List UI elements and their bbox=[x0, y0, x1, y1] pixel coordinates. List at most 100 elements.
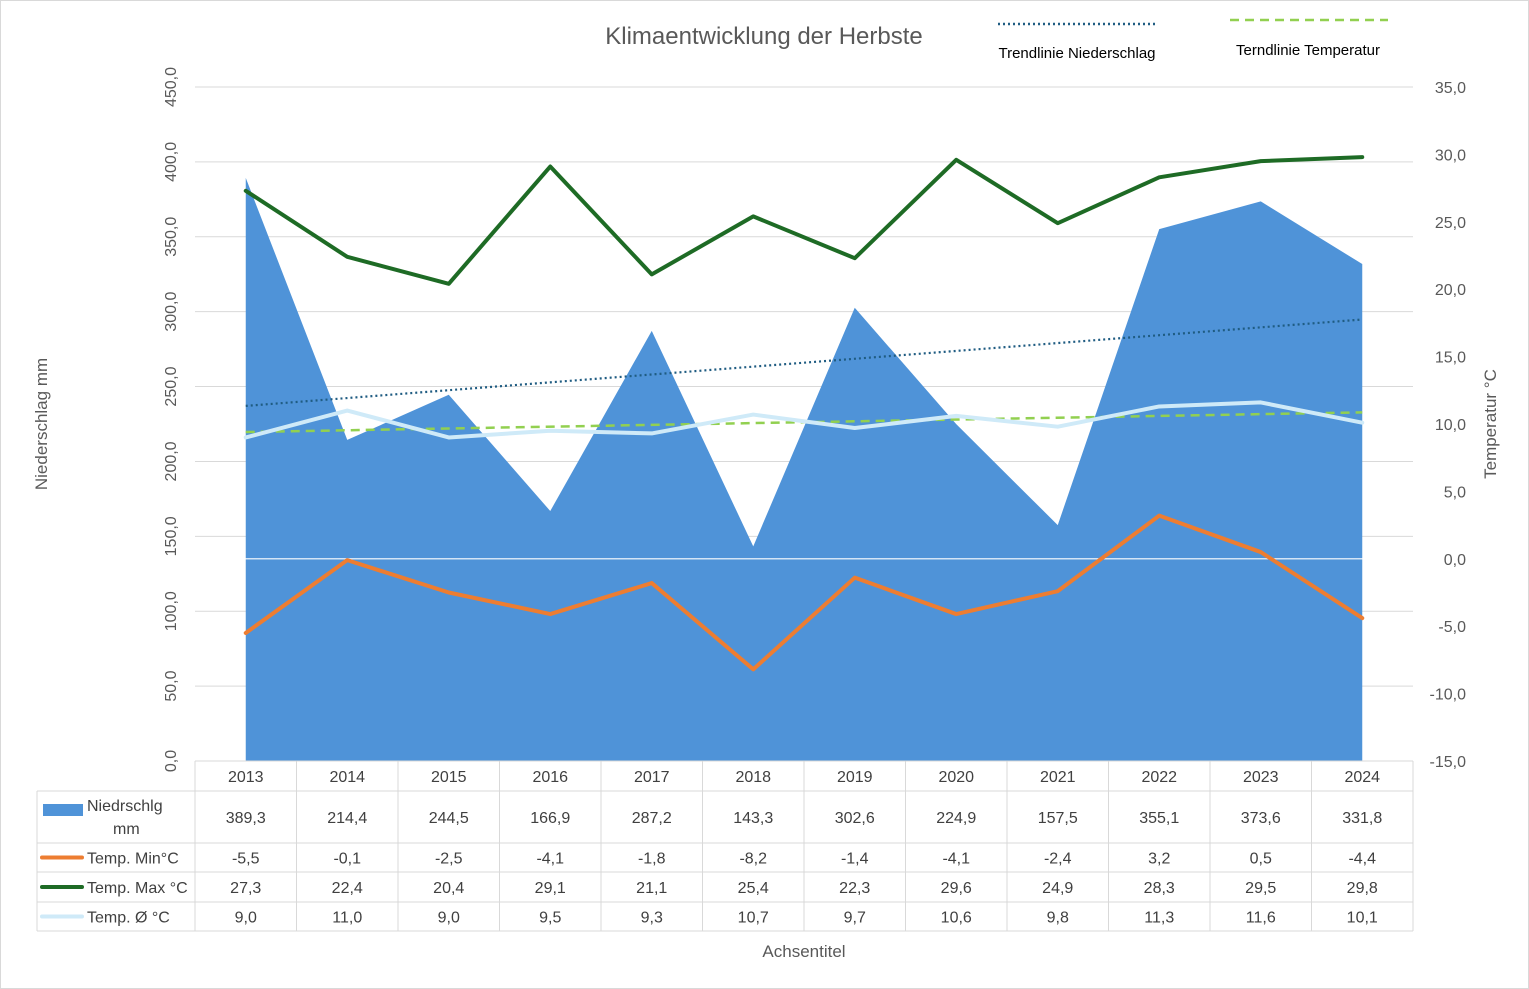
data-label: -5,5 bbox=[232, 851, 260, 868]
data-label: 389,3 bbox=[226, 810, 266, 827]
x-tick-label: 2017 bbox=[634, 769, 670, 786]
data-label: -2,5 bbox=[435, 851, 463, 868]
x-tick-label: 2013 bbox=[228, 769, 264, 786]
x-axis-title: Achsentitel bbox=[762, 942, 845, 961]
line-series-2 bbox=[243, 155, 1365, 286]
legend-label: Terndlinie Temperatur bbox=[1236, 42, 1380, 59]
x-tick-label: 2018 bbox=[735, 769, 771, 786]
data-label: 29,5 bbox=[1245, 880, 1276, 897]
y2-tick-label: -5,0 bbox=[1438, 619, 1466, 636]
x-tick-label: 2023 bbox=[1243, 769, 1279, 786]
data-label: -1,4 bbox=[841, 851, 869, 868]
series-name-part: mm bbox=[113, 821, 140, 838]
data-label: 21,1 bbox=[636, 880, 667, 897]
data-label: 27,3 bbox=[230, 880, 261, 897]
data-label: 24,9 bbox=[1042, 880, 1073, 897]
data-label: 302,6 bbox=[835, 810, 875, 827]
x-tick-label: 2021 bbox=[1040, 769, 1076, 786]
data-label: 0,5 bbox=[1250, 851, 1272, 868]
precipitation-area bbox=[245, 177, 1363, 762]
y-tick-label: 400,0 bbox=[163, 142, 180, 182]
data-label: 29,6 bbox=[941, 880, 972, 897]
x-tick-label: 2020 bbox=[938, 769, 974, 786]
data-label: 287,2 bbox=[632, 810, 672, 827]
line-series-1 bbox=[243, 513, 1365, 672]
data-label: -1,8 bbox=[638, 851, 666, 868]
series-name-part: Niedrschlg bbox=[87, 798, 163, 815]
y-tick-label: 150,0 bbox=[163, 516, 180, 556]
data-label: 22,3 bbox=[839, 880, 870, 897]
data-label: 11,0 bbox=[332, 910, 362, 927]
data-label: 9,0 bbox=[235, 910, 257, 927]
data-label: 143,3 bbox=[733, 810, 773, 827]
y2-tick-label: -10,0 bbox=[1430, 687, 1467, 704]
legend-key-area bbox=[43, 804, 83, 816]
data-label: 10,7 bbox=[738, 910, 769, 927]
y2-tick-label: 35,0 bbox=[1435, 80, 1466, 97]
data-label: 29,1 bbox=[535, 880, 566, 897]
data-label: 10,6 bbox=[941, 910, 972, 927]
data-label: 9,7 bbox=[844, 910, 866, 927]
data-label: -2,4 bbox=[1044, 851, 1072, 868]
area-series-niederschlag bbox=[245, 177, 1363, 762]
data-label: 9,5 bbox=[539, 910, 561, 927]
data-label: 22,4 bbox=[332, 880, 363, 897]
y-tick-label: 0,0 bbox=[163, 750, 180, 772]
y-tick-label: 300,0 bbox=[163, 292, 180, 332]
y2-tick-label: 20,0 bbox=[1435, 282, 1466, 299]
y-tick-label: 350,0 bbox=[163, 217, 180, 257]
data-label: 25,4 bbox=[738, 880, 769, 897]
x-tick-label: 2022 bbox=[1141, 769, 1177, 786]
y-tick-label: 250,0 bbox=[163, 366, 180, 406]
y2-axis-title: Temperatur °C bbox=[1481, 369, 1500, 479]
y2-tick-label: 0,0 bbox=[1444, 552, 1466, 569]
data-label: 373,6 bbox=[1241, 810, 1281, 827]
y-tick-label: 200,0 bbox=[163, 441, 180, 481]
x-tick-label: 2019 bbox=[837, 769, 873, 786]
data-label: 29,8 bbox=[1347, 880, 1378, 897]
data-label: 331,8 bbox=[1342, 810, 1382, 827]
y2-tick-label: 10,0 bbox=[1435, 417, 1466, 434]
data-label: 166,9 bbox=[530, 810, 570, 827]
data-label: 244,5 bbox=[429, 810, 469, 827]
data-label: -4,1 bbox=[942, 851, 970, 868]
trendline-0 bbox=[245, 318, 1363, 408]
line-series-3 bbox=[243, 400, 1365, 440]
series-name: Temp. Min°C bbox=[87, 851, 179, 868]
y2-tick-label: 25,0 bbox=[1435, 215, 1466, 232]
y-axis-title: Niederschlag mm bbox=[32, 358, 51, 490]
data-label: 3,2 bbox=[1148, 851, 1170, 868]
y2-tick-label: -15,0 bbox=[1430, 754, 1467, 771]
y-tick-label: 100,0 bbox=[163, 591, 180, 631]
data-label: -0,1 bbox=[333, 851, 361, 868]
y2-tick-label: 5,0 bbox=[1444, 484, 1466, 501]
y2-tick-label: 15,0 bbox=[1435, 350, 1466, 367]
data-label: -4,1 bbox=[536, 851, 564, 868]
data-label: 20,4 bbox=[433, 880, 464, 897]
data-label: 9,8 bbox=[1047, 910, 1069, 927]
data-label: -8,2 bbox=[739, 851, 767, 868]
data-label: 9,3 bbox=[641, 910, 663, 927]
data-label: -4,4 bbox=[1348, 851, 1376, 868]
data-label: 11,3 bbox=[1144, 910, 1174, 927]
data-label: 355,1 bbox=[1139, 810, 1179, 827]
y2-tick-label: 30,0 bbox=[1435, 147, 1466, 164]
data-table: 2013 2014 2015 2016 2017 2018 2019 2020 2021 2022… bbox=[36, 760, 1414, 932]
series-name: Temp. Max °C bbox=[87, 880, 188, 897]
x-tick-label: 2024 bbox=[1344, 769, 1380, 786]
series-name: Temp. Ø °C bbox=[87, 910, 170, 927]
data-label: 224,9 bbox=[936, 810, 976, 827]
x-tick-label: 2016 bbox=[532, 769, 568, 786]
legend: Trendlinie Niederschlag Terndlinie Temper… bbox=[998, 18, 1388, 62]
chart-title: Klimaentwicklung der Herbste bbox=[605, 23, 922, 50]
x-tick-label: 2015 bbox=[431, 769, 467, 786]
data-label: 10,1 bbox=[1347, 910, 1378, 927]
legend-label: Trendlinie Niederschlag bbox=[998, 45, 1155, 62]
data-label: 214,4 bbox=[327, 810, 367, 827]
y-tick-label: 50,0 bbox=[163, 670, 180, 701]
y-tick-label: 450,0 bbox=[163, 67, 180, 107]
axes: 0,0 50,0 100,0 150,0 200,0 250,0 300,0 350,0 400… bbox=[163, 67, 1466, 772]
x-tick-label: 2014 bbox=[329, 769, 365, 786]
